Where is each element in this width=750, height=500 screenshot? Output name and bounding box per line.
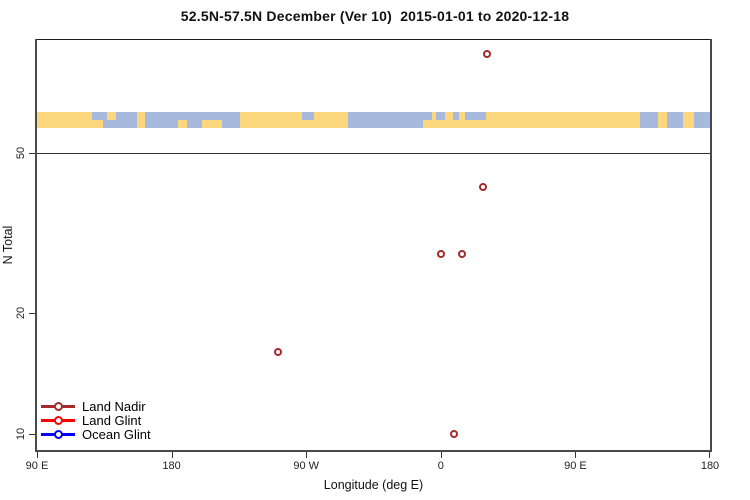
x-axis-title: Longitude (deg E) <box>323 478 424 492</box>
map-band-ocean-segment <box>666 112 684 129</box>
map-band-land-patch <box>177 120 187 129</box>
x-tick-label: 180 <box>162 460 181 472</box>
x-tick-label: 90 W <box>293 460 320 472</box>
map-band-ocean-patch <box>452 112 459 121</box>
legend-item: Land Nadir <box>41 398 151 414</box>
map-band-ocean-patch <box>92 112 103 121</box>
plot-area: 90 E 180 90 W 0 90 E 180 10 20 50 N Total Longi… <box>1 39 719 492</box>
x-tick-mark <box>171 452 173 458</box>
map-band-land-segment <box>657 112 667 129</box>
y-axis-line <box>35 39 37 452</box>
x-tick-label: 0 <box>437 460 444 472</box>
x-tick-label: 90 E <box>564 460 587 472</box>
map-band-ocean-patch <box>301 112 314 121</box>
map-band-land-segment <box>431 112 640 129</box>
legend-item: Land Glint <box>41 412 151 428</box>
legend-item: Ocean Glint <box>41 426 151 442</box>
x-tick-mark <box>440 452 442 458</box>
y-axis-title: N Total <box>1 225 15 265</box>
map-band-land-segment <box>683 112 694 129</box>
map-band-land-patch <box>107 112 117 121</box>
legend-marker <box>41 413 75 427</box>
data-point <box>450 429 459 438</box>
legend-circle-icon <box>53 429 63 439</box>
data-point <box>273 347 282 356</box>
map-band-ocean-segment <box>144 112 241 129</box>
plot-border-right <box>710 39 712 452</box>
legend-label: Ocean Glint <box>82 426 151 442</box>
map-band-ocean-patch <box>464 112 486 121</box>
data-point <box>436 249 445 258</box>
y-tick-label: 50 <box>15 146 27 159</box>
legend-label: Land Glint <box>82 412 142 428</box>
map-band-ocean-patch <box>436 112 446 121</box>
x-tick-mark <box>575 452 577 458</box>
x-tick-label: 90 E <box>25 460 49 472</box>
chart-title: 52.5N-57.5N December (Ver 10) 2015-01-01… <box>180 8 570 24</box>
y-tick-label: 10 <box>15 427 27 440</box>
y-tick-mark <box>29 152 35 154</box>
legend-marker <box>41 427 75 441</box>
map-band-ocean-patch <box>231 112 241 121</box>
map-band-ocean-segment <box>348 112 432 129</box>
x-tick-mark <box>306 452 308 458</box>
map-band-land-segment <box>240 112 349 129</box>
x-tick-mark <box>37 452 38 458</box>
legend-label: Land Nadir <box>82 398 146 414</box>
legend-circle-icon <box>53 415 63 425</box>
legend: Land Nadir Land Glint Ocean Glint <box>41 398 151 442</box>
map-band-ocean-segment <box>693 112 710 129</box>
map-band-land-patch <box>422 120 432 129</box>
y-tick-mark <box>29 312 35 314</box>
plot-border-top <box>37 39 710 40</box>
y-tick-mark <box>29 433 35 435</box>
x-tick-mark <box>709 452 710 458</box>
x-tick-label: 180 <box>700 460 720 472</box>
legend-circle-icon <box>53 401 63 411</box>
data-point <box>457 249 466 258</box>
x-axis-line <box>35 450 712 452</box>
legend-marker <box>41 399 75 413</box>
map-band-land-patch <box>201 120 223 129</box>
data-point <box>478 183 487 192</box>
map-band-land-segment <box>37 112 103 129</box>
hline-at-50 <box>37 152 710 154</box>
map-band-ocean-segment <box>639 112 658 129</box>
y-tick-label: 20 <box>15 306 27 319</box>
data-point <box>483 50 492 59</box>
map-band-land-segment <box>137 112 145 129</box>
